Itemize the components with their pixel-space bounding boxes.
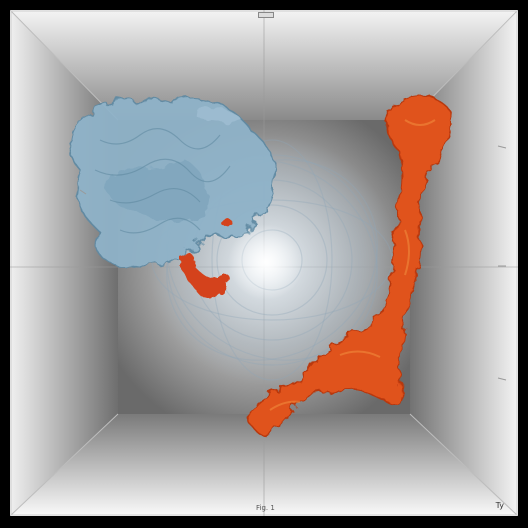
bottom-caption: Fig. 1 <box>256 504 275 512</box>
corner-caption: Ty <box>495 501 504 510</box>
orange-protein-strand-icon <box>249 95 453 434</box>
orange-highlights <box>269 119 436 411</box>
top-marker <box>258 12 274 18</box>
render-viewport: Fig. 1 Ty <box>10 10 518 516</box>
blue-texture <box>94 128 231 234</box>
wall-ticks <box>79 145 507 381</box>
scene-svg <box>10 10 518 516</box>
red-fragment-icon <box>180 219 233 299</box>
center-light-burst-icon <box>228 224 304 300</box>
